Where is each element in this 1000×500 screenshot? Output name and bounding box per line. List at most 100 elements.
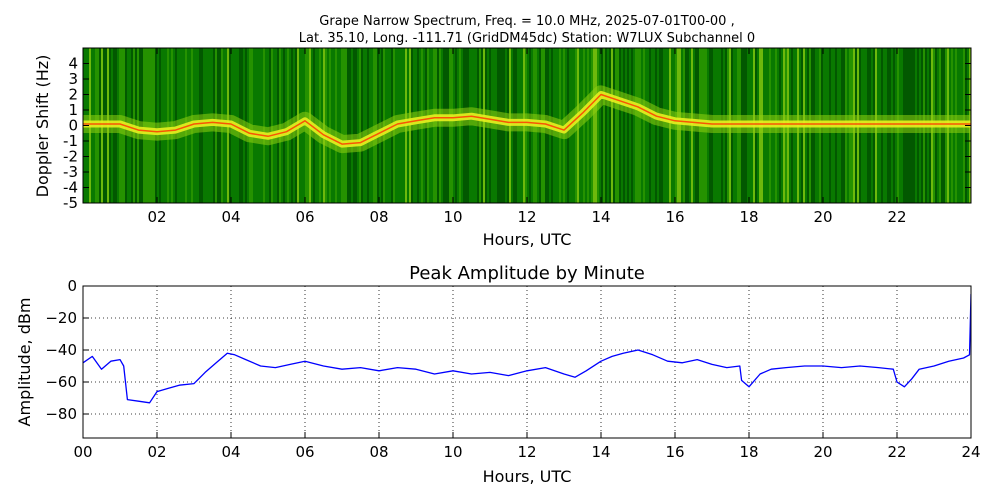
spectrogram-y-tick-label: 4: [68, 55, 78, 73]
spectrogram-band: [261, 48, 263, 203]
spectrogram-band: [331, 48, 333, 203]
amplitude-x-tick-label: 12: [517, 443, 536, 461]
spectrogram-band: [627, 48, 629, 203]
spectrogram-band: [623, 48, 625, 203]
spectrogram-band: [645, 48, 647, 203]
spectrogram-band: [271, 48, 273, 203]
spectrogram-band: [651, 48, 653, 203]
amplitude-xlabel: Hours, UTC: [483, 467, 572, 486]
amplitude-x-tick-label: 16: [665, 443, 684, 461]
spectrogram-band: [601, 48, 603, 203]
spectrogram-band: [643, 48, 645, 203]
spectrogram-band: [605, 48, 607, 203]
spectrogram-band: [361, 48, 363, 203]
spectrogram-band: [587, 48, 589, 203]
spectrogram-x-tick-label: 12: [517, 208, 536, 226]
spectrogram-x-tick-label: 10: [443, 208, 462, 226]
spectrogram-y-tick-label: 1: [68, 101, 78, 119]
spectrogram-band: [351, 48, 353, 203]
spectrogram-band: [357, 48, 359, 203]
spectrogram-band: [625, 48, 627, 203]
spectrogram-band: [655, 48, 657, 203]
spectrogram-band: [635, 48, 637, 203]
spectrogram-x-tick-label: 16: [665, 208, 684, 226]
spectrogram-band: [367, 48, 369, 203]
spectrogram-band: [341, 48, 343, 203]
spectrogram-doppler-trace: [83, 85, 971, 154]
spectrogram-band: [335, 48, 337, 203]
amplitude-x-tick-label: 24: [961, 443, 980, 461]
spectrogram-y-tick-label: 2: [68, 86, 78, 104]
amplitude-x-tick-label: 10: [443, 443, 462, 461]
spectrogram-band: [365, 48, 367, 203]
amplitude-x-ticks: 00 02 04 06 08 10 12 14 16 18 20 22 24: [73, 432, 981, 461]
spectrogram-band: [633, 48, 635, 203]
figure-title-line2: Lat. 35.10, Long. -111.71 (GridDM45dc) S…: [299, 31, 755, 46]
spectrogram-band: [353, 48, 355, 203]
amplitude-x-tick-label: 08: [369, 443, 388, 461]
spectrogram-band: [653, 48, 655, 203]
amplitude-y-ticks: 0 −20 −40 −60 −80: [45, 277, 89, 423]
spectrogram-y-tick-label: -5: [63, 194, 78, 212]
amplitude-x-tick-label: 02: [147, 443, 166, 461]
spectrogram-band: [347, 48, 349, 203]
spectrogram-band: [593, 48, 595, 203]
amplitude-x-tick-label: 00: [73, 443, 92, 461]
spectrogram-band: [269, 48, 271, 203]
spectrogram-band: [589, 48, 591, 203]
spectrogram-band: [599, 48, 601, 203]
spectrogram-band: [349, 48, 351, 203]
spectrogram-x-tick-label: 08: [369, 208, 388, 226]
spectrogram-x-ticks: 02 04 06 08 10 12 14 16 18 20 22: [147, 48, 907, 226]
spectrogram-band: [629, 48, 631, 203]
amplitude-x-tick-label: 04: [221, 443, 240, 461]
spectrogram-band: [597, 48, 599, 203]
spectrogram-band: [345, 48, 347, 203]
spectrogram-x-tick-label: 18: [739, 208, 758, 226]
spectrogram-band: [469, 48, 471, 203]
amplitude-x-tick-label: 14: [591, 443, 610, 461]
spectrogram-band: [619, 48, 621, 203]
spectrogram-y-tick-label: -4: [63, 179, 78, 197]
spectrogram-band: [591, 48, 593, 203]
spectrogram-band: [363, 48, 365, 203]
spectrogram-band: [337, 48, 339, 203]
spectrogram-x-tick-label: 20: [813, 208, 832, 226]
spectrogram-band: [609, 48, 611, 203]
amplitude-y-tick-label: −20: [45, 309, 77, 327]
amplitude-x-tick-label: 22: [887, 443, 906, 461]
spectrogram-band: [343, 48, 345, 203]
amplitude-line: [83, 293, 971, 404]
spectrogram-band: [647, 48, 649, 203]
amplitude-title: Peak Amplitude by Minute: [409, 263, 645, 284]
spectrogram-band: [583, 48, 585, 203]
spectrogram-band: [355, 48, 357, 203]
spectrogram-y-tick-label: 0: [68, 117, 78, 135]
spectrogram-band: [621, 48, 623, 203]
spectrogram-band: [359, 48, 361, 203]
spectrogram-x-tick-label: 02: [147, 208, 166, 226]
amplitude-panel: Peak Amplitude by Minute 00 02 04 06 08 10 12 1…: [15, 263, 981, 486]
spectrogram-band: [257, 48, 259, 203]
amplitude-x-tick-label: 06: [295, 443, 314, 461]
amplitude-x-tick-label: 20: [813, 443, 832, 461]
spectrogram-band: [471, 48, 473, 203]
spectrogram-band: [603, 48, 605, 203]
spectrogram-band: [613, 48, 615, 203]
spectrogram-band: [259, 48, 261, 203]
spectrogram-band: [263, 48, 265, 203]
spectrogram-band: [585, 48, 587, 203]
spectrogram-x-tick-label: 22: [887, 208, 906, 226]
spectrogram-band: [265, 48, 267, 203]
spectrogram-band: [329, 48, 331, 203]
spectrogram-y-tick-label: -2: [63, 148, 78, 166]
amplitude-y-tick-label: −60: [45, 373, 77, 391]
amplitude-ylabel: Amplitude, dBm: [15, 298, 34, 427]
spectrogram-band: [611, 48, 613, 203]
spectrogram-xlabel: Hours, UTC: [483, 230, 572, 249]
spectrogram-band: [339, 48, 341, 203]
amplitude-x-tick-label: 18: [739, 443, 758, 461]
spectrogram-trace-peak: [83, 93, 971, 145]
